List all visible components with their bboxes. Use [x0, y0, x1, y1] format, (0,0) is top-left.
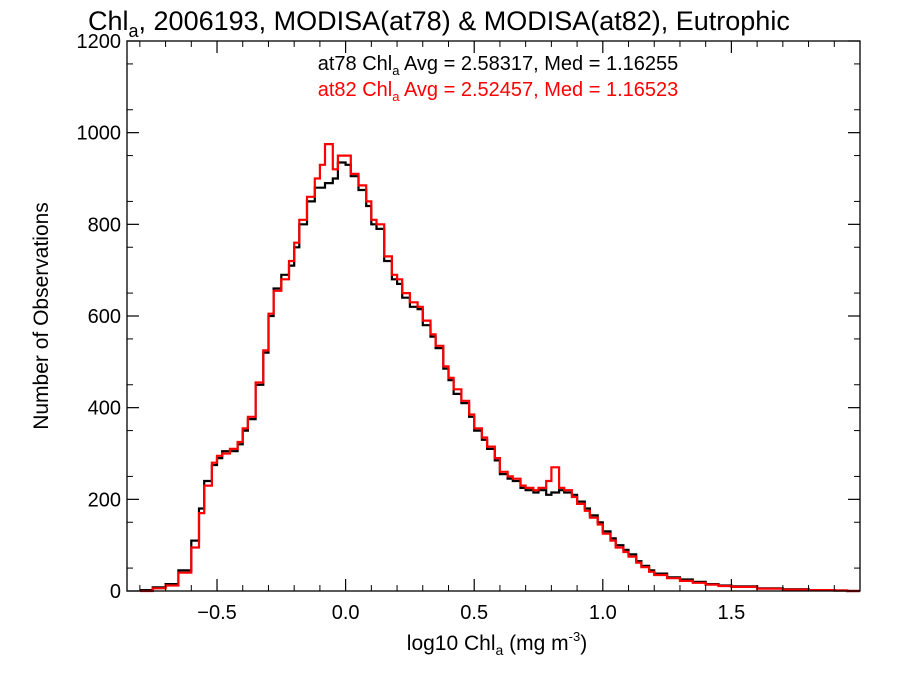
x-tick-label: 0.5	[460, 602, 488, 624]
series-line-1	[139, 143, 860, 593]
y-tick-label: 600	[88, 306, 121, 328]
x-tick-label: 1.5	[717, 602, 745, 624]
x-tick-label: −0.5	[197, 602, 236, 624]
x-axis-label-head: log10 Chl	[407, 632, 496, 655]
annotation-at82: at82 Chla Avg = 2.52457, Med = 1.16523	[318, 79, 678, 104]
chart-title-rest: , 2006193, MODISA(at78) & MODISA(at82), …	[139, 6, 790, 36]
y-tick-label: 1000	[77, 123, 122, 145]
chart-title: Chla, 2006193, MODISA(at78) & MODISA(at8…	[88, 6, 790, 41]
x-tick-label: 0.0	[332, 602, 360, 624]
annotation-at82-head: at82 Chl	[318, 79, 393, 101]
y-tick-label: 200	[88, 489, 121, 511]
ticks-layer: −0.5 0.0 0.5 1.0 1.5 0 200 400 600 800 1000 1200	[77, 31, 860, 624]
x-axis-label-units: (mg m	[503, 632, 568, 655]
annotation-at82-subscript: a	[392, 89, 400, 104]
x-axis-label-superscript: -3	[569, 629, 581, 644]
annotation-at78-head: at78 Chl	[318, 53, 393, 75]
y-tick-label: 1200	[77, 31, 122, 53]
annotation-at82-tail: Avg = 2.52457, Med = 1.16523	[399, 79, 678, 101]
x-axis-label-subscript: a	[496, 642, 504, 658]
y-tick-label: 0	[110, 581, 121, 603]
y-axis-label: Number of Observations	[30, 202, 53, 430]
x-axis-label: log10 Chla (mg m-3)	[407, 629, 587, 658]
annotation-at78-tail: Avg = 2.58317, Med = 1.16255	[399, 53, 678, 75]
y-tick-label: 400	[88, 398, 121, 420]
annotation-at78: at78 Chla Avg = 2.58317, Med = 1.16255	[318, 53, 678, 78]
x-tick-label: 1.0	[589, 602, 617, 624]
plot-frame	[126, 40, 861, 592]
chart-title-main: Chl	[88, 6, 129, 36]
annotation-at78-subscript: a	[392, 63, 400, 78]
y-tick-label: 800	[88, 214, 121, 236]
chart-title-subscript: a	[129, 21, 140, 41]
x-axis-label-tail: )	[580, 632, 587, 655]
series-layer	[139, 143, 860, 593]
series-line-0	[139, 161, 860, 593]
